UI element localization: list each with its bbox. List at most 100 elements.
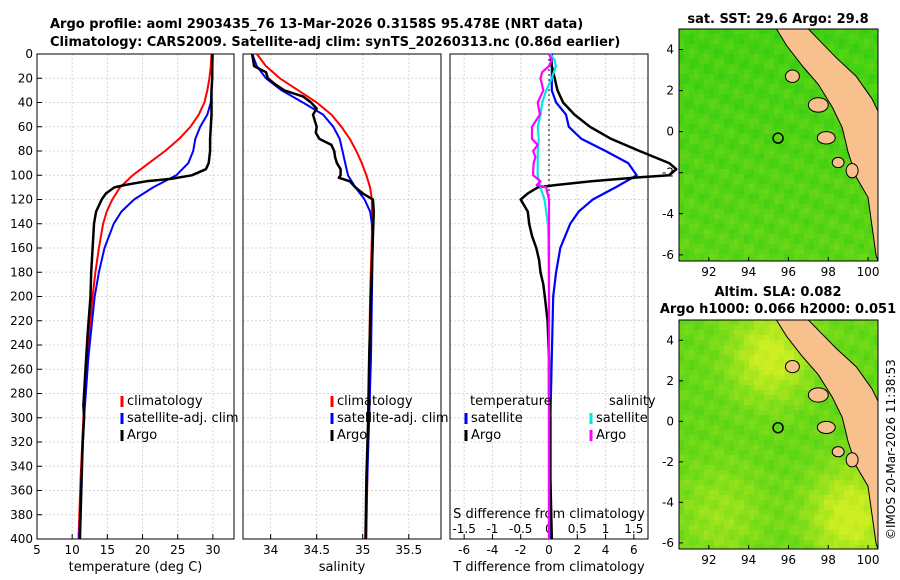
map-cell <box>719 380 724 385</box>
map-cell <box>719 475 724 480</box>
map-cell <box>764 455 769 460</box>
map-cell <box>799 395 804 400</box>
map-cell <box>679 375 684 380</box>
map-cell <box>789 204 794 209</box>
map-cell <box>744 410 749 415</box>
map-cell <box>814 470 819 475</box>
map-cell <box>689 154 694 159</box>
map-cell <box>869 254 874 259</box>
map-cell <box>814 159 819 164</box>
map-cell <box>754 184 759 189</box>
map-cell <box>679 470 684 475</box>
map-cell <box>694 380 699 385</box>
map-cell <box>789 249 794 254</box>
map-cell <box>714 99 719 104</box>
map-cell <box>779 435 784 440</box>
map-cell <box>699 234 704 239</box>
map-cell <box>759 119 764 124</box>
map-cell <box>779 59 784 64</box>
map-cell <box>754 385 759 390</box>
map-cell <box>754 234 759 239</box>
map-cell <box>814 515 819 520</box>
map-cell <box>789 415 794 420</box>
y-tick-label: 40 <box>18 96 33 110</box>
map-cell <box>774 460 779 465</box>
map-cell <box>834 254 839 259</box>
map-cell <box>709 425 714 430</box>
map-cell <box>754 510 759 515</box>
map-cell <box>834 495 839 500</box>
map-cell <box>749 69 754 74</box>
map-cell <box>724 254 729 259</box>
map-cell <box>699 430 704 435</box>
map-cell <box>689 325 694 330</box>
map-cell <box>684 59 689 64</box>
map-cell <box>824 184 829 189</box>
map-cell <box>814 510 819 515</box>
map-cell <box>864 485 869 490</box>
map-cell <box>714 535 719 540</box>
map-cell <box>864 79 869 84</box>
map-cell <box>784 435 789 440</box>
map-cell <box>679 325 684 330</box>
map-cell <box>829 44 834 49</box>
map-cell <box>734 154 739 159</box>
map-cell <box>854 355 859 360</box>
map-cell <box>734 219 739 224</box>
map-cell <box>749 109 754 114</box>
map-cell <box>784 335 789 340</box>
map-cell <box>764 64 769 69</box>
map-cell <box>859 259 864 261</box>
map-cell <box>844 495 849 500</box>
map-cell <box>729 164 734 169</box>
map-cell <box>834 410 839 415</box>
map-cell <box>719 440 724 445</box>
y-tick-label: 300 <box>10 411 33 425</box>
map-cell <box>704 455 709 460</box>
map-cell <box>744 219 749 224</box>
map-cell <box>874 345 878 350</box>
map-cell <box>854 39 859 44</box>
map-cell <box>794 174 799 179</box>
map-cell <box>684 159 689 164</box>
map-cell <box>769 179 774 184</box>
map-cell <box>739 244 744 249</box>
map-cell <box>784 460 789 465</box>
map-cell <box>694 89 699 94</box>
map-cell <box>679 79 684 84</box>
map-cell <box>714 134 719 139</box>
map-cell <box>824 330 829 335</box>
map-cell <box>869 94 874 99</box>
map-x-tick-label: 92 <box>701 553 716 567</box>
map-cell <box>844 525 849 530</box>
map-cell <box>699 159 704 164</box>
map-cell <box>824 149 829 154</box>
map-cell <box>744 325 749 330</box>
map-cell <box>804 184 809 189</box>
map-cell <box>724 79 729 84</box>
map-cell <box>824 34 829 39</box>
map-cell <box>759 144 764 149</box>
map-cell <box>734 94 739 99</box>
map-cell <box>704 109 709 114</box>
map-cell <box>694 79 699 84</box>
map-cell <box>679 224 684 229</box>
map-cell <box>689 54 694 59</box>
map-cell <box>684 425 689 430</box>
map-cell <box>689 114 694 119</box>
map-cell <box>774 350 779 355</box>
map-cell <box>744 485 749 490</box>
map-cell <box>759 89 764 94</box>
map-cell <box>864 515 869 520</box>
map-cell <box>684 470 689 475</box>
map-cell <box>679 119 684 124</box>
map-cell <box>709 139 714 144</box>
map-cell <box>714 380 719 385</box>
map-cell <box>839 345 844 350</box>
map-cell <box>689 450 694 455</box>
map-cell <box>814 475 819 480</box>
map-cell <box>694 84 699 89</box>
map-cell <box>809 159 814 164</box>
map-cell <box>764 234 769 239</box>
map-cell <box>679 54 684 59</box>
